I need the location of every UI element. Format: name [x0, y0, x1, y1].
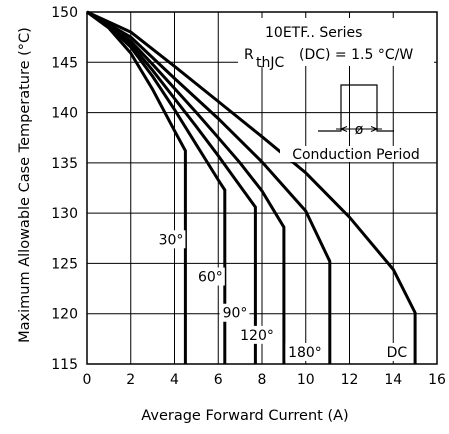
x-tick-label: 0	[83, 372, 92, 388]
y-tick-label: 115	[51, 357, 78, 373]
series-label: 90°	[223, 306, 248, 322]
x-tick-label: 2	[126, 372, 135, 388]
conduction-waveform-icon	[318, 84, 394, 132]
x-tick-label: 14	[384, 372, 402, 388]
series-line	[86, 10, 227, 364]
series-line	[86, 10, 257, 364]
rth-subscript: thJC	[256, 55, 284, 71]
series-label: 180°	[288, 345, 322, 361]
phi-symbol: ø	[355, 122, 364, 138]
x-tick-label: 16	[428, 372, 446, 388]
series-name: 10ETF.. Series	[265, 25, 362, 41]
y-tick-label: 120	[51, 307, 78, 323]
y-axis-title: Maximum Allowable Case Temperature (°C)	[17, 27, 33, 343]
series-label: 120°	[240, 328, 274, 344]
rth-value: (DC) = 1.5 °C/W	[299, 47, 413, 63]
rth-prefix: R	[244, 47, 254, 63]
series-label-background	[387, 342, 410, 361]
conduction-background	[280, 146, 432, 162]
series-label: 30°	[159, 232, 184, 248]
series-label-background	[285, 342, 324, 361]
conduction-period-label: Conduction Period	[292, 147, 420, 163]
y-tick-label: 130	[51, 206, 78, 222]
series-label-background	[219, 303, 250, 322]
series-label-background	[195, 267, 225, 286]
x-tick-label: 6	[214, 372, 223, 388]
y-tick-label: 125	[51, 256, 78, 272]
x-axis-title: Average Forward Current (A)	[141, 408, 348, 424]
y-tick-label: 135	[51, 156, 78, 172]
x-tick-label: 12	[341, 372, 359, 388]
annotation-background	[238, 18, 434, 66]
y-tick-label: 150	[51, 5, 78, 21]
series-label-background	[237, 325, 276, 344]
plot-frame	[86, 11, 438, 365]
tick-labels: 0 2 4 6 8 10 12 14 16 115 120 125 130 135 140 145 150	[51, 5, 446, 388]
series-label: DC	[387, 345, 408, 361]
x-tick-label: 8	[258, 372, 267, 388]
y-tick-label: 145	[51, 55, 78, 71]
series-line	[86, 10, 286, 364]
plot-border	[86, 11, 438, 365]
series-label: 60°	[198, 270, 223, 286]
series-line	[86, 10, 332, 364]
x-tick-label: 4	[170, 372, 179, 388]
series-label-background	[155, 230, 186, 249]
y-tick-label: 140	[51, 106, 78, 122]
x-tick-label: 10	[297, 372, 315, 388]
